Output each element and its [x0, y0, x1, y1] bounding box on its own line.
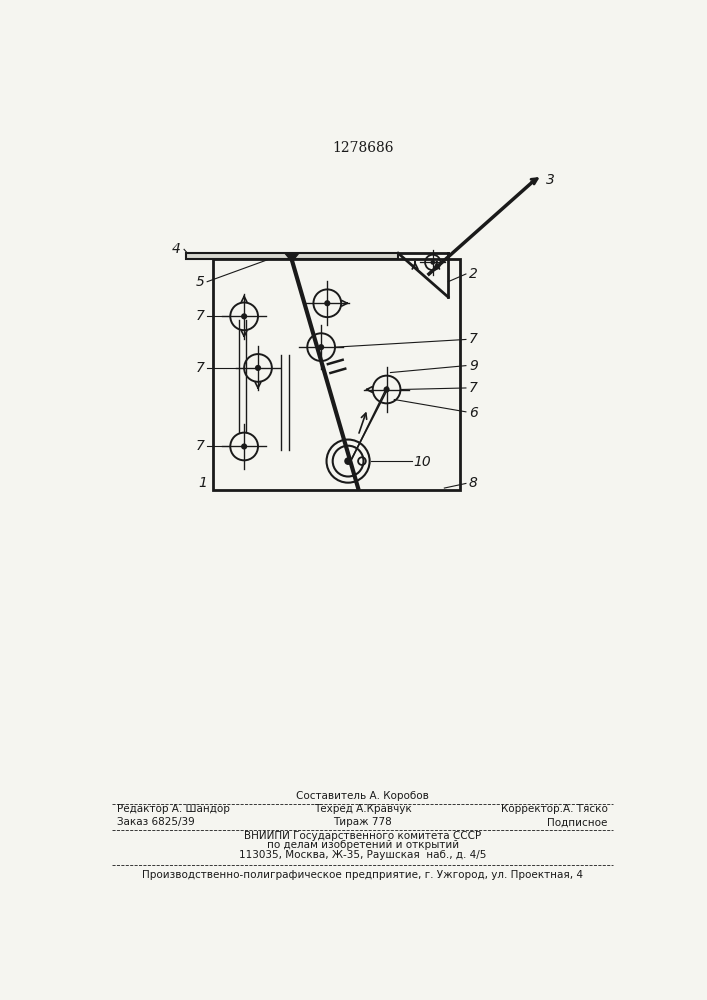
Text: 7: 7: [195, 309, 204, 323]
Text: Составитель А. Коробов: Составитель А. Коробов: [296, 791, 429, 801]
Text: 9: 9: [469, 359, 478, 373]
Text: Техред А.Кравчук: Техред А.Кравчук: [314, 804, 411, 814]
Circle shape: [344, 457, 352, 465]
Text: Корректор.А. Тяско: Корректор.А. Тяско: [501, 804, 607, 814]
Text: 4: 4: [172, 242, 181, 256]
Text: Редактор А. Шандор: Редактор А. Шандор: [117, 804, 230, 814]
Circle shape: [241, 443, 247, 450]
Circle shape: [383, 386, 390, 393]
Bar: [187, 253, 398, 259]
Circle shape: [318, 344, 325, 350]
Polygon shape: [285, 253, 299, 262]
Text: 7: 7: [195, 361, 204, 375]
Text: ВНИИПИ Государственного комитета СССР: ВНИИПИ Государственного комитета СССР: [244, 831, 481, 841]
Circle shape: [325, 300, 330, 306]
Text: 7: 7: [469, 381, 478, 395]
Bar: [214, 259, 460, 490]
Text: 5: 5: [195, 275, 204, 289]
Text: 2: 2: [469, 267, 478, 281]
Circle shape: [255, 365, 261, 371]
Text: Заказ 6825/39: Заказ 6825/39: [117, 817, 195, 827]
Text: 10: 10: [414, 455, 431, 469]
Text: 1278686: 1278686: [332, 141, 394, 155]
Text: 8: 8: [469, 476, 478, 490]
Text: 3: 3: [546, 173, 555, 187]
Text: 113035, Москва, Ж-35, Раушская  наб., д. 4/5: 113035, Москва, Ж-35, Раушская наб., д. …: [239, 850, 486, 860]
Text: 7: 7: [469, 332, 478, 346]
Circle shape: [431, 260, 435, 265]
Text: Тираж 778: Тираж 778: [333, 817, 392, 827]
Text: 7: 7: [195, 439, 204, 453]
Text: Производственно-полиграфическое предприятие, г. Ужгород, ул. Проектная, 4: Производственно-полиграфическое предприя…: [142, 870, 583, 880]
Circle shape: [241, 313, 247, 319]
Text: по делам изобретений и открытий: по делам изобретений и открытий: [267, 840, 459, 850]
Text: 6: 6: [469, 406, 478, 420]
Text: Подписное: Подписное: [547, 817, 607, 827]
Text: 1: 1: [198, 476, 207, 490]
